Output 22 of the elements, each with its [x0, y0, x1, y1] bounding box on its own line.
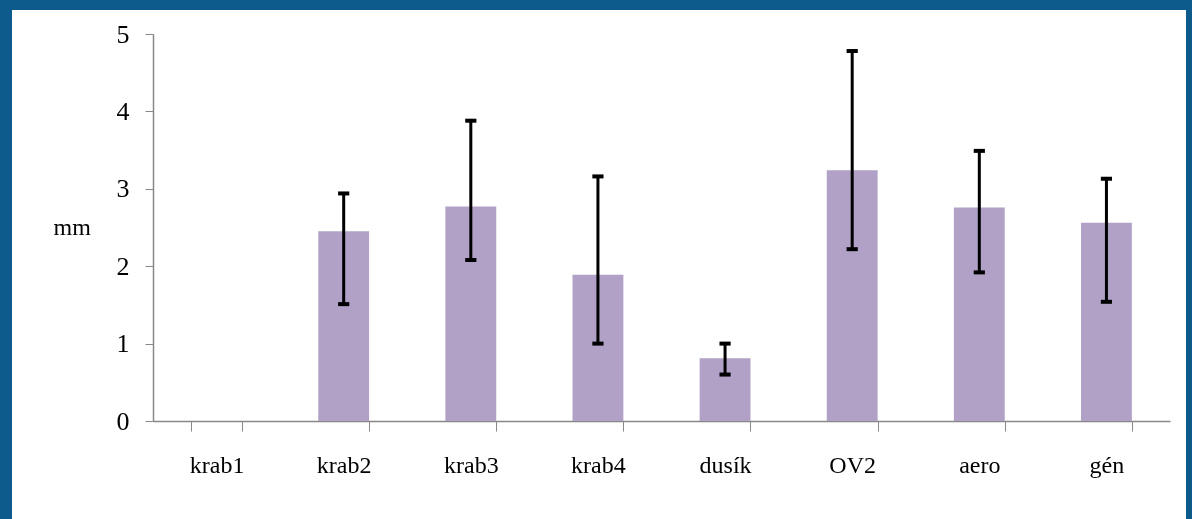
- bar: [572, 274, 624, 421]
- x-tick-label: krab4: [571, 451, 626, 478]
- bar: [445, 206, 497, 421]
- y-tick-label: 4: [116, 96, 130, 126]
- y-tick-label: 5: [116, 19, 130, 49]
- x-tick-label: dusík: [699, 451, 752, 478]
- bar: [1081, 222, 1132, 421]
- bar: [699, 358, 751, 421]
- x-tick-label: krab3: [443, 451, 499, 478]
- y-tick-label: 1: [116, 329, 130, 359]
- x-tick-label: krab2: [316, 451, 372, 478]
- y-axis-title: mm: [53, 213, 92, 240]
- y-tick-label: 3: [116, 174, 130, 204]
- bar: [318, 231, 370, 421]
- bar: [826, 170, 878, 421]
- bar: [953, 207, 1005, 421]
- x-tick-label: OV2: [829, 451, 877, 478]
- y-tick-label: 2: [116, 251, 130, 281]
- x-tick-label: krab1: [189, 451, 245, 478]
- x-tick-label: aero: [959, 451, 1001, 478]
- y-tick-label: 0: [116, 406, 130, 436]
- x-tick-label: gén: [1089, 451, 1125, 478]
